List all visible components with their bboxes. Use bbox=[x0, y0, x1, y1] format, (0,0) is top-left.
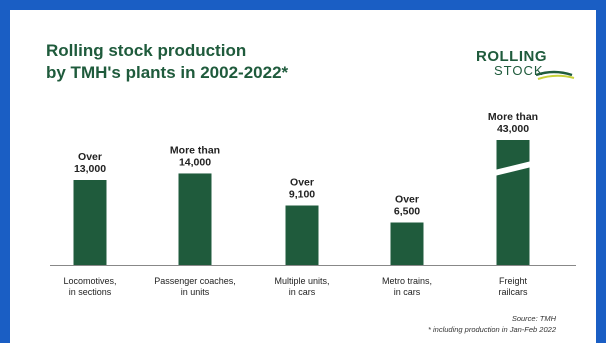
category-label: Passenger coaches, bbox=[154, 276, 236, 286]
category-label: in sections bbox=[69, 287, 112, 297]
bar bbox=[73, 180, 107, 265]
footnote: * including production in Jan-Feb 2022 bbox=[427, 325, 556, 334]
axis-break-mark bbox=[494, 161, 532, 176]
category-label: in cars bbox=[394, 287, 421, 297]
data-label: 14,000 bbox=[179, 156, 211, 168]
category-label: in cars bbox=[289, 287, 316, 297]
data-label: More than bbox=[488, 111, 538, 123]
source-note: Source: TMH bbox=[511, 314, 556, 323]
data-label: Over bbox=[290, 177, 314, 189]
title-line-2: by TMH's plants in 2002-2022* bbox=[46, 63, 289, 82]
data-label: 43,000 bbox=[497, 123, 529, 135]
data-label: 9,100 bbox=[289, 189, 315, 201]
category-label: Metro trains, bbox=[382, 276, 432, 286]
category-label: railcars bbox=[498, 287, 528, 297]
category-label: Locomotives, bbox=[63, 276, 116, 286]
category-label: Multiple units, bbox=[274, 276, 329, 286]
bar bbox=[178, 173, 212, 265]
title-line-1: Rolling stock production bbox=[46, 41, 247, 60]
category-label: Freight bbox=[499, 276, 528, 286]
logo-text-rolling: ROLLING bbox=[476, 48, 547, 65]
chart-footer: Source: TMH * including production in Ja… bbox=[428, 313, 556, 335]
rolling-stock-logo: ROLLING STOCK bbox=[476, 48, 576, 88]
bar bbox=[496, 140, 530, 265]
data-label: 13,000 bbox=[74, 163, 106, 175]
logo-swoosh-icon bbox=[535, 70, 575, 80]
data-label: Over bbox=[78, 151, 102, 163]
category-label: in units bbox=[181, 287, 210, 297]
bar bbox=[285, 205, 319, 265]
data-label: 6,500 bbox=[394, 206, 420, 218]
data-label: Over bbox=[395, 194, 419, 206]
logo-text-stock: STOCK bbox=[494, 63, 544, 78]
bar bbox=[390, 222, 424, 265]
chart-title: Rolling stock production by TMH's plants… bbox=[46, 40, 288, 84]
data-label: More than bbox=[170, 144, 220, 156]
